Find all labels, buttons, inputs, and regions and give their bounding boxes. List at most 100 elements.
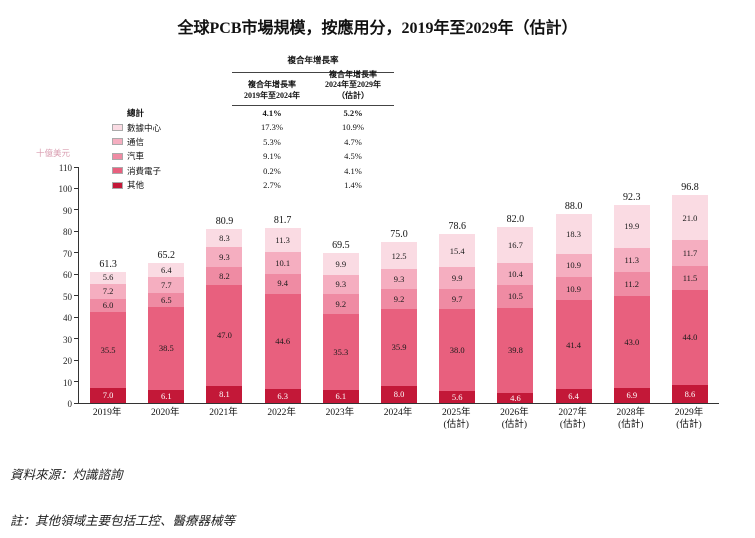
x-axis-label: 2028年 (估計) bbox=[616, 408, 646, 431]
y-tick-label: 80 bbox=[63, 227, 72, 238]
y-tick-label: 0 bbox=[67, 399, 73, 409]
bar-group: 96.8 21.0 11.7 11.5 44.0 8.6 bbox=[661, 167, 719, 403]
plot-area: 61.3 5.6 7.2 6.0 35.5 7.0 65.2 6.4 7.7 6.5 38.5 6.1… bbox=[74, 166, 719, 404]
bar-total-label: 61.3 bbox=[99, 258, 117, 270]
bar-segment-數據中心: 8.3 bbox=[206, 229, 243, 248]
bar-total-label: 92.3 bbox=[623, 192, 641, 204]
bar-segment-通信: 9.3 bbox=[206, 247, 243, 268]
bar-segment-其他: 7.0 bbox=[90, 387, 127, 403]
stacked-bar: 8.3 9.3 8.2 47.0 8.1 bbox=[206, 229, 243, 403]
x-axis-label: 2022年 bbox=[267, 408, 296, 418]
cagr-value: 1.4% bbox=[344, 179, 362, 190]
legend-label: 消費電子 bbox=[127, 165, 162, 176]
bar-segment-汽車: 9.2 bbox=[322, 294, 359, 315]
bar-segment-消費電子: 35.5 bbox=[90, 311, 127, 388]
cagr-value: 2.7% bbox=[263, 179, 281, 190]
bar-group: 82.0 16.7 10.4 10.5 39.8 4.6 bbox=[486, 167, 544, 403]
bar-segment-數據中心: 18.3 bbox=[555, 214, 592, 254]
cagr-value: 5.3% bbox=[263, 136, 281, 147]
bar-segment-數據中心: 5.6 bbox=[90, 271, 127, 284]
legend-swatch bbox=[112, 138, 123, 146]
bar-segment-消費電子: 35.3 bbox=[322, 314, 359, 390]
bar-total-label: 82.0 bbox=[506, 214, 525, 226]
cagr-value: 0.2% bbox=[263, 165, 281, 176]
y-tick-label: 60 bbox=[63, 270, 72, 281]
y-tick-label: 90 bbox=[63, 205, 72, 216]
bar-segment-數據中心: 9.9 bbox=[322, 253, 359, 275]
bar-segment-其他: 5.6 bbox=[439, 391, 476, 403]
bar-segment-通信: 7.2 bbox=[90, 283, 127, 299]
bar-segment-汽車: 8.2 bbox=[206, 267, 243, 285]
bar-segment-消費電子: 41.4 bbox=[555, 300, 592, 390]
bar-segment-其他: 6.9 bbox=[613, 388, 650, 403]
bar-segment-數據中心: 11.3 bbox=[264, 227, 301, 252]
y-tick-label: 40 bbox=[63, 313, 72, 324]
legend-swatch bbox=[112, 124, 123, 132]
bar-segment-汽車: 9.4 bbox=[264, 273, 301, 294]
cagr-table: 複合年增長率 複合年增長率 2019年至2024年 複合年增長率 2024年至2… bbox=[112, 54, 394, 192]
bar-segment-數據中心: 16.7 bbox=[497, 227, 534, 263]
bar-segment-通信: 7.7 bbox=[148, 276, 185, 294]
bar-segment-汽車: 11.5 bbox=[671, 265, 708, 291]
y-tick-mark bbox=[74, 338, 79, 340]
legend-item: 通信 bbox=[112, 135, 232, 149]
bar-segment-消費電子: 35.9 bbox=[381, 308, 418, 386]
bar-segment-其他: 6.1 bbox=[322, 389, 359, 403]
bar-total-label: 69.5 bbox=[332, 240, 350, 252]
bar-total-label: 78.6 bbox=[448, 221, 466, 233]
bar-group: 69.5 9.9 9.3 9.2 35.3 6.1 bbox=[312, 167, 370, 403]
y-tick-label: 100 bbox=[58, 184, 73, 195]
y-tick-label: 20 bbox=[63, 356, 72, 367]
legend-swatch bbox=[112, 167, 123, 175]
legend-label: 其他 bbox=[127, 180, 145, 191]
stacked-bar: 6.4 7.7 6.5 38.5 6.1 bbox=[148, 263, 185, 403]
bar-segment-汽車: 6.5 bbox=[148, 293, 185, 308]
cagr-main-header: 複合年增長率 bbox=[232, 54, 394, 73]
bar-segment-消費電子: 39.8 bbox=[497, 307, 534, 394]
bar-segment-汽車: 6.0 bbox=[90, 298, 127, 312]
bar-segment-其他: 6.3 bbox=[264, 389, 301, 403]
legend-label: 汽車 bbox=[127, 151, 145, 162]
bar-segment-數據中心: 19.9 bbox=[613, 205, 650, 248]
y-tick-mark bbox=[74, 187, 79, 189]
x-axis-label: 2023年 bbox=[325, 408, 355, 418]
spacer bbox=[112, 54, 232, 73]
bar-segment-數據中心: 15.4 bbox=[439, 234, 476, 268]
y-axis: 0 10 20 30 40 50 60 70 80 90 100 110 bbox=[0, 163, 76, 409]
bar-segment-數據中心: 6.4 bbox=[148, 263, 185, 277]
bar-segment-通信: 11.3 bbox=[613, 247, 650, 272]
y-tick-mark bbox=[74, 295, 79, 297]
legend-item: 汽車 bbox=[112, 149, 232, 163]
bar-segment-汽車: 9.2 bbox=[381, 289, 418, 309]
bar-segment-汽車: 10.9 bbox=[555, 277, 592, 301]
x-axis-label: 2021年 bbox=[209, 408, 238, 418]
bar-segment-消費電子: 43.0 bbox=[613, 295, 650, 389]
bar-segment-其他: 4.6 bbox=[497, 393, 534, 403]
legend-swatch bbox=[112, 152, 123, 160]
cagr-value: 17.3% bbox=[261, 122, 283, 133]
x-axis-label: 2024年 bbox=[383, 408, 413, 418]
bar-group: 81.7 11.3 10.1 9.4 44.6 6.3 bbox=[254, 167, 312, 403]
bar-total-label: 88.0 bbox=[564, 201, 583, 213]
stacked-bar: 16.7 10.4 10.5 39.8 4.6 bbox=[497, 227, 534, 403]
y-tick-mark bbox=[74, 402, 79, 404]
cagr-col-header-2019-2024: 複合年增長率 2019年至2024年 bbox=[232, 75, 312, 106]
bar-segment-通信: 10.1 bbox=[264, 252, 301, 274]
legend-item: 數據中心 bbox=[112, 120, 232, 134]
cagr-value: 10.9% bbox=[342, 122, 364, 133]
y-tick-label: 10 bbox=[63, 377, 72, 388]
bar-total-label: 96.8 bbox=[681, 182, 699, 194]
stacked-bar: 21.0 11.7 11.5 44.0 8.6 bbox=[671, 195, 708, 403]
bar-segment-其他: 8.0 bbox=[381, 385, 418, 403]
stacked-bar: 18.3 10.9 10.9 41.4 6.4 bbox=[555, 214, 592, 403]
stacked-bar: 5.6 7.2 6.0 35.5 7.0 bbox=[90, 271, 127, 403]
bar-segment-消費電子: 44.6 bbox=[264, 293, 301, 390]
y-tick-label: 70 bbox=[63, 248, 72, 259]
bar-total-label: 75.0 bbox=[390, 229, 408, 241]
bar-segment-其他: 6.4 bbox=[555, 389, 592, 403]
y-tick-mark bbox=[74, 209, 79, 211]
chart-title: 全球PCB市場規模，按應用分，2019年至2029年（估計） bbox=[177, 20, 578, 37]
stacked-bar: 9.9 9.3 9.2 35.3 6.1 bbox=[322, 253, 359, 403]
bar-segment-通信: 9.9 bbox=[439, 267, 476, 289]
x-axis-labels: 2019年 2020年 2021年 2022年 2023年 2024年 2025年 (估計)… bbox=[78, 407, 718, 432]
